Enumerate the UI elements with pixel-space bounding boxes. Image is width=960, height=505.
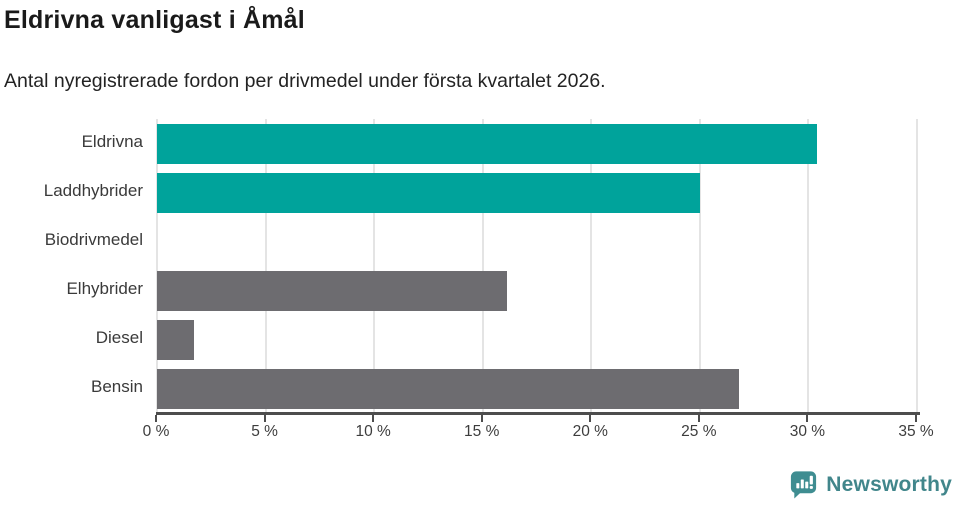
gridline <box>807 119 810 413</box>
gridline <box>481 119 484 413</box>
bar-elhybrider <box>157 270 507 311</box>
category-label: Laddhybrider <box>43 181 143 200</box>
x-axis-tick <box>263 415 266 422</box>
gridline <box>264 119 267 413</box>
bar-eldrivna <box>157 123 818 164</box>
x-tick-label: 15 % <box>464 423 500 440</box>
plot-area: Eldrivna Laddhybrider Biodrivmedel Elhybrid… <box>44 119 918 413</box>
gridline <box>156 119 158 413</box>
gridline <box>698 119 701 413</box>
category-label: Eldrivna <box>81 132 143 151</box>
category-label: Elhybrider <box>66 279 143 298</box>
bar-rows: Eldrivna Laddhybrider Biodrivmedel Elhybrid… <box>44 119 917 413</box>
x-tick-label: 35 % <box>898 423 934 440</box>
x-axis-line <box>156 412 920 415</box>
bar-laddhybrider <box>157 172 700 213</box>
bar-diesel <box>157 319 194 360</box>
x-tick-label: 5 % <box>251 423 278 440</box>
bar-row: Bensin <box>91 364 917 413</box>
x-axis-tick <box>806 415 809 422</box>
gridline <box>590 119 593 413</box>
chart-title: Eldrivna vanligast i Åmål <box>4 6 305 34</box>
x-axis-tick <box>480 415 483 422</box>
bar-bensin <box>157 368 739 409</box>
bar-row: Elhybrider <box>66 266 917 315</box>
newsworthy-logo[interactable]: Newsworthy <box>788 469 952 500</box>
category-label: Biodrivmedel <box>44 230 143 249</box>
x-tick-label: 20 % <box>572 423 608 440</box>
brand-name: Newsworthy <box>826 472 952 496</box>
x-axis-tick <box>915 415 917 422</box>
bar-row: Biodrivmedel <box>45 217 917 266</box>
x-axis-tick <box>589 415 592 422</box>
category-label: Bensin <box>91 377 143 396</box>
x-axis-tick <box>155 415 157 422</box>
x-axis-tick <box>697 415 700 422</box>
bar-row: Eldrivna <box>82 119 917 168</box>
bar-row: Laddhybrider <box>44 168 917 217</box>
x-tick-label: 0 % <box>142 423 170 440</box>
x-tick-label: 25 % <box>681 423 717 440</box>
chart-subtitle: Antal nyregistrerade fordon per drivmede… <box>4 70 606 92</box>
newsworthy-speech-bubble-chart-icon <box>791 471 817 499</box>
x-tick-label: 10 % <box>355 423 391 440</box>
x-axis-tick <box>372 415 375 422</box>
category-label: Diesel <box>95 328 143 347</box>
bar-row: Diesel <box>96 315 917 364</box>
gridline <box>916 119 918 413</box>
x-tick-label: 30 % <box>789 423 826 440</box>
gridline <box>373 119 376 413</box>
